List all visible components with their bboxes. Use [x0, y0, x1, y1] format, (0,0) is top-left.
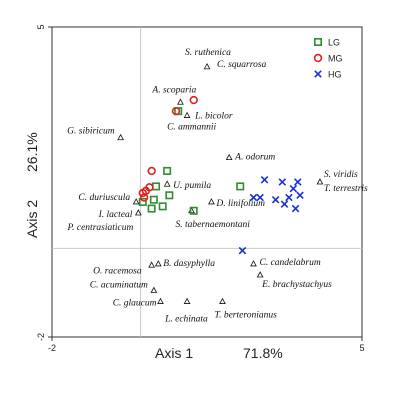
point-hg — [289, 184, 298, 193]
point-lg — [165, 191, 174, 200]
legend-label-hg: HG — [328, 70, 342, 80]
axis-ticks: -2 5 -2 5 — [36, 24, 365, 353]
plot-border — [51, 26, 363, 338]
reference-lines — [52, 27, 362, 337]
species-label: D. linifolium — [215, 198, 265, 209]
species-label: E. brachystachyus — [261, 280, 332, 290]
species-marker — [225, 153, 233, 161]
species-label: S. ruthenica — [185, 48, 231, 58]
species-label: A. odorum — [234, 153, 275, 163]
species-marker — [203, 63, 211, 70]
y-axis-title: Axis 2 — [24, 200, 40, 238]
species-marker — [163, 180, 171, 187]
species-marker — [183, 297, 191, 304]
species-marker — [148, 261, 156, 268]
species-label: B. dasyphylla — [163, 259, 215, 269]
point-lg — [236, 182, 245, 191]
x-axis-percent: 71.8% — [243, 345, 283, 361]
point-hg — [249, 193, 258, 202]
species-label: T. berteronianus — [215, 311, 278, 321]
x-tick-label: 5 — [359, 343, 364, 353]
point-hg — [260, 176, 269, 184]
y-tick-label: -2 — [36, 333, 46, 341]
point-hg — [296, 191, 304, 200]
point-lg — [138, 197, 147, 206]
species-label: T. terrestris — [324, 184, 368, 194]
species-label: I. lacteal — [98, 210, 133, 220]
x-tick-label: -2 — [48, 343, 56, 353]
point-mg — [139, 193, 149, 202]
point-hg — [256, 193, 264, 202]
species-marker — [208, 198, 215, 205]
species-label: C. squarrosa — [217, 60, 267, 70]
species-label: U. pumila — [173, 181, 211, 191]
point-lg — [163, 166, 172, 175]
legend: LG MG HG — [313, 37, 343, 80]
species-label: C. duriuscula — [78, 193, 130, 203]
legend-label-lg: LG — [328, 38, 340, 48]
species-marker — [250, 260, 257, 267]
species-marker — [219, 297, 226, 304]
x-axis-title: Axis 1 — [155, 345, 193, 361]
species-label: P. centrasiaticum — [67, 223, 134, 233]
point-lg — [158, 202, 167, 211]
y-axis-percent: 26.1% — [24, 132, 40, 172]
legend-marker-hg — [314, 70, 322, 78]
point-hg — [271, 195, 280, 204]
species-label: C. acuminatum — [90, 281, 148, 291]
point-mg — [189, 95, 198, 105]
species-marker — [154, 260, 162, 267]
point-hg — [278, 178, 287, 186]
species-label: A. scoparia — [151, 85, 196, 95]
species-marker — [183, 111, 191, 118]
species-marker — [157, 297, 164, 304]
legend-marker-mg — [313, 53, 323, 63]
point-lg — [149, 195, 158, 204]
species-marker — [134, 209, 142, 216]
sample-markers — [138, 95, 304, 255]
species-marker — [316, 178, 324, 185]
legend-label-mg: MG — [328, 54, 343, 64]
species-marker — [188, 206, 195, 214]
point-hg — [280, 200, 289, 208]
point-hg — [238, 246, 247, 255]
point-hg — [291, 204, 300, 213]
point-hg — [285, 193, 293, 202]
species-label: L. bicolor — [194, 112, 233, 122]
species-label: C. ammannii — [167, 123, 216, 133]
point-mg — [138, 188, 147, 198]
species-marker — [132, 198, 140, 205]
species-marker — [150, 286, 158, 293]
point-hg — [294, 178, 302, 186]
species-label: C. candelabrum — [260, 258, 321, 268]
plot-frame — [51, 26, 363, 338]
species-label: S. viridis — [324, 170, 358, 180]
species-marker — [117, 133, 125, 141]
point-lg — [189, 206, 198, 215]
species-label: G. sibiricum — [67, 127, 115, 137]
legend-marker-lg — [313, 37, 322, 46]
species-marker — [177, 98, 184, 105]
species-markers — [117, 63, 324, 304]
species-labels: S. ruthenica C. squarrosa A. scoparia L. bi… — [67, 48, 368, 325]
species-label: S. tabernaemontani — [176, 220, 251, 230]
species-label: O. racemosa — [93, 266, 142, 276]
species-label: L. echinata — [164, 315, 208, 325]
point-mg — [147, 166, 156, 176]
point-lg — [147, 204, 156, 213]
species-label: C. glaucum — [113, 299, 157, 309]
point-lg — [152, 182, 161, 191]
y-tick-label: 5 — [36, 24, 46, 29]
point-mg — [171, 106, 181, 116]
species-marker — [256, 271, 264, 278]
